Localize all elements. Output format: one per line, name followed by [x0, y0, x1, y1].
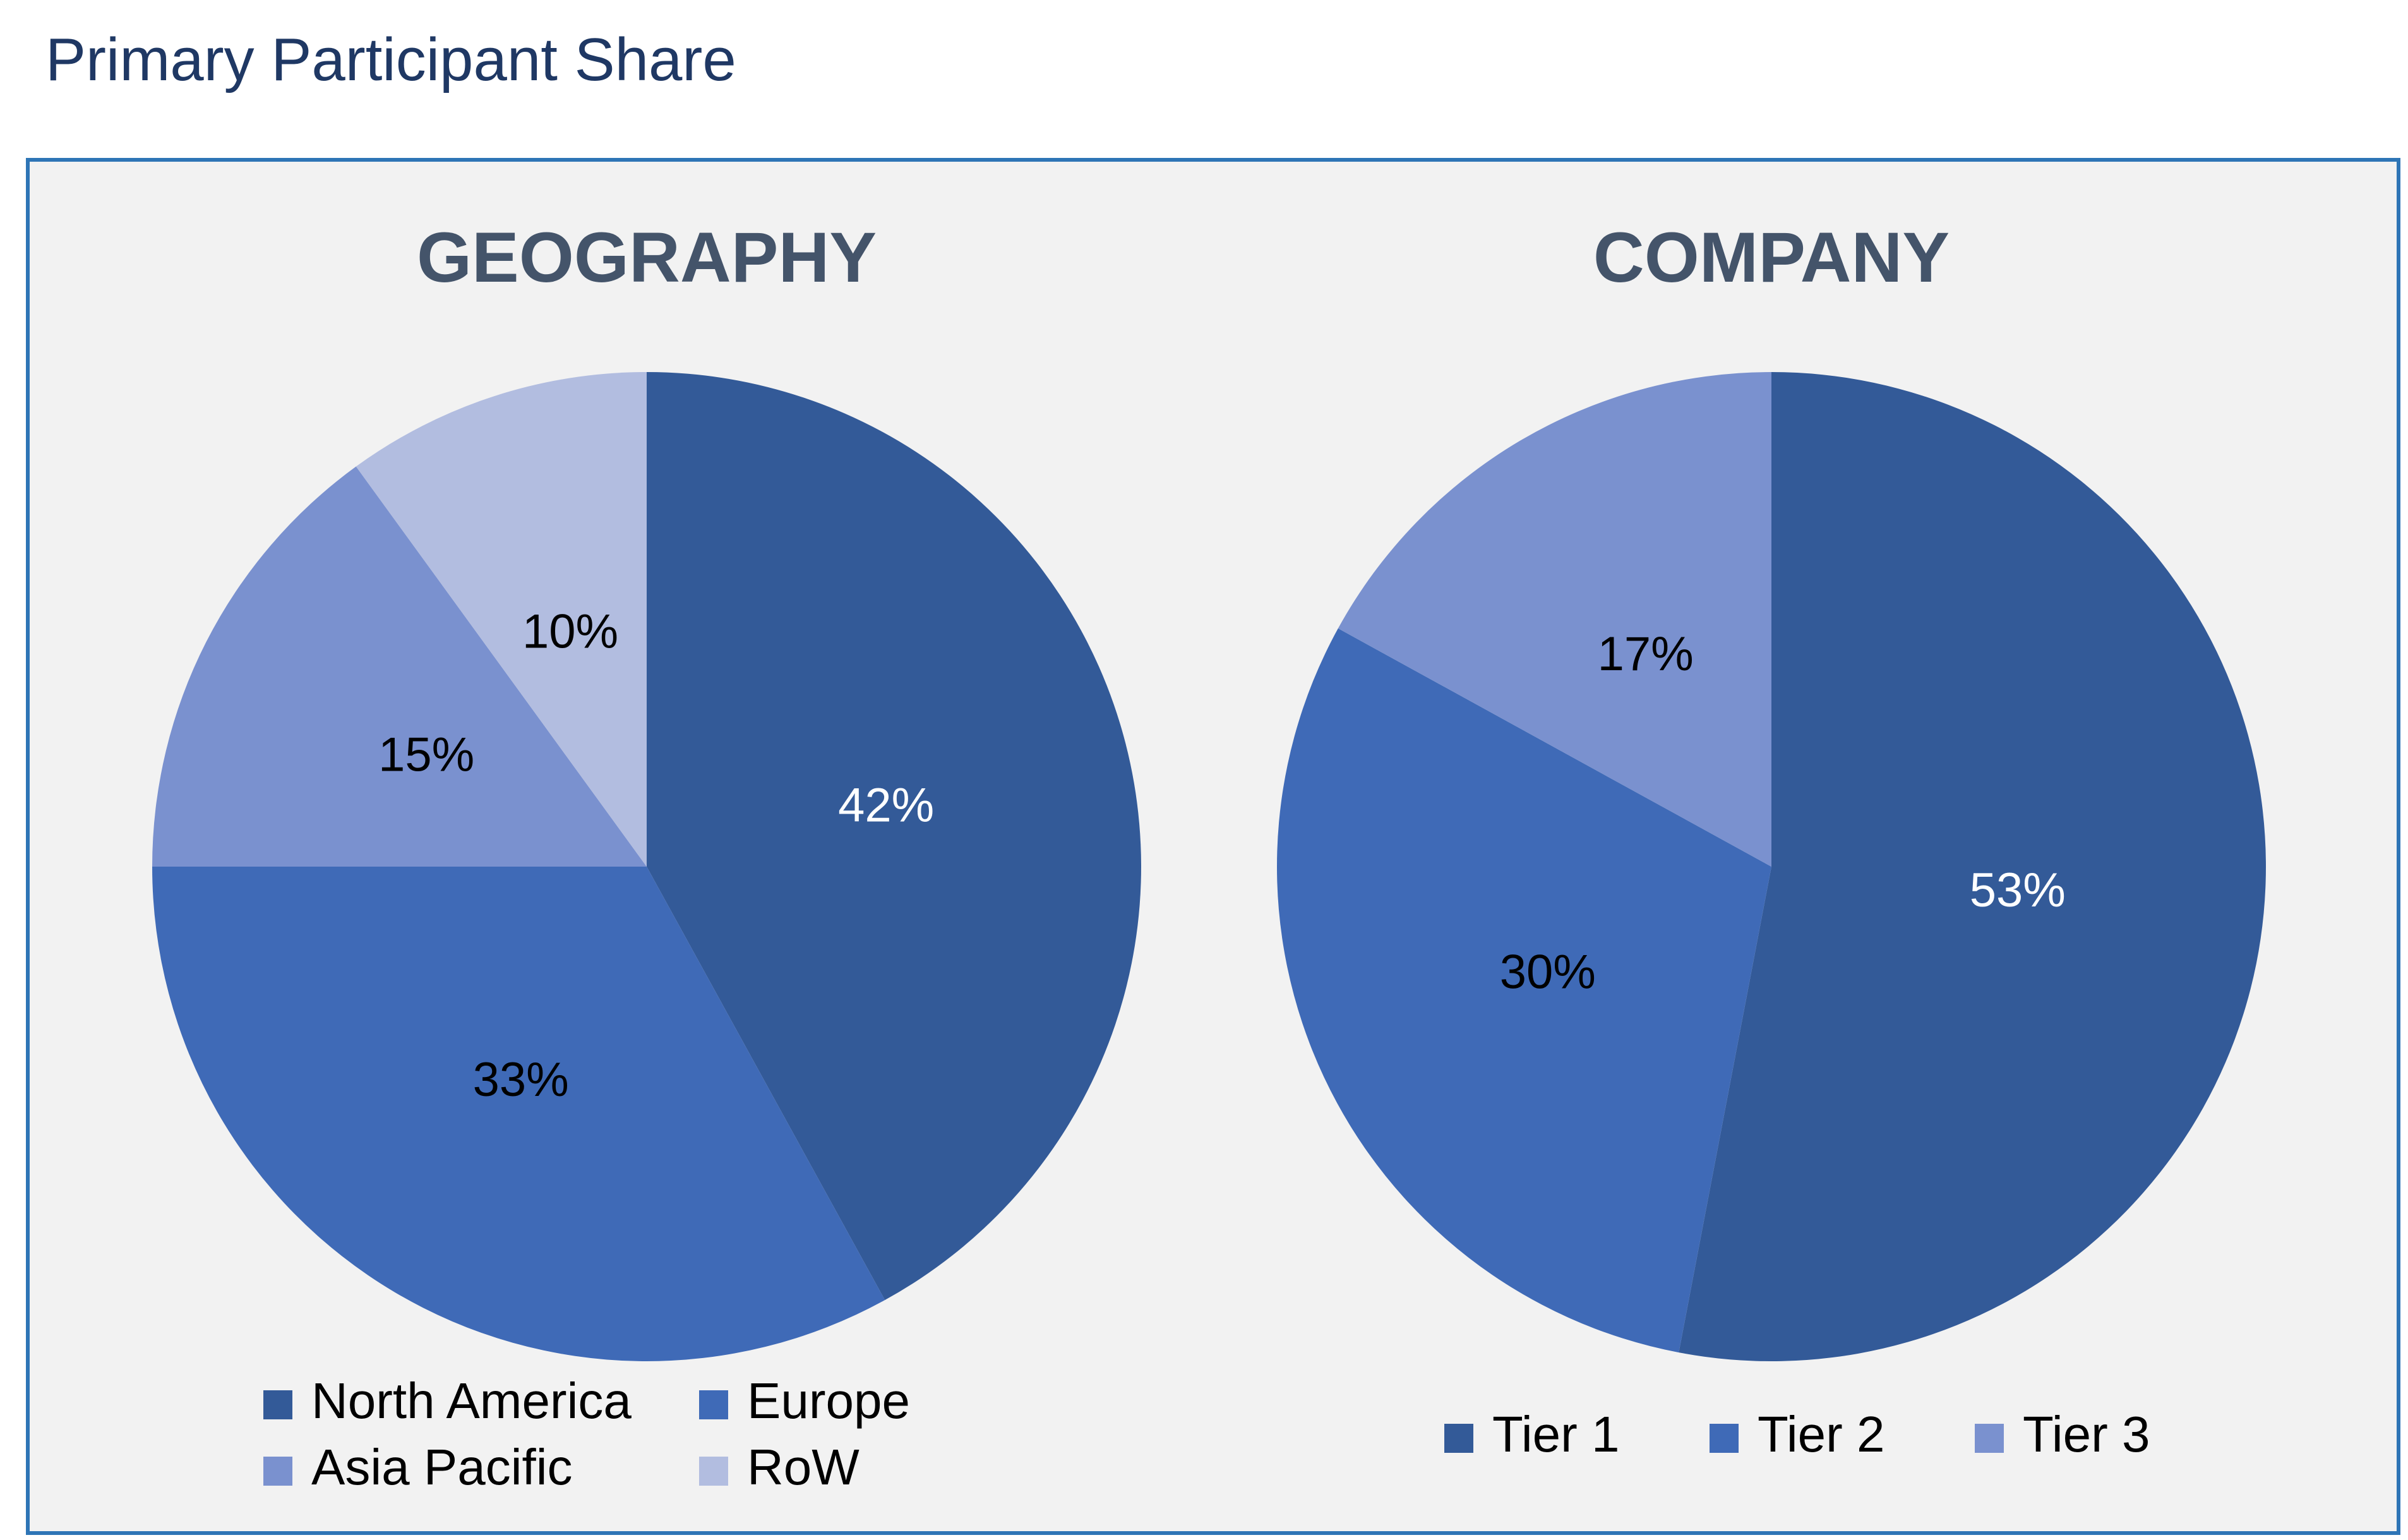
geography-legend-label-north-america: North America	[311, 1373, 632, 1429]
geography-legend-swatch-asia-pacific	[263, 1457, 292, 1486]
company-legend-label-tier-3: Tier 3	[2023, 1406, 2150, 1462]
geography-label-europe: 33%	[473, 1053, 569, 1107]
company-chart-title: COMPANY	[1593, 218, 1950, 297]
company-slice-tier-1	[1679, 372, 2267, 1361]
company-slice-tier-2	[1276, 628, 1771, 1353]
chart-panel: GEOGRAPHY 42% 33% 15% 10% North America Europe…	[26, 158, 2400, 1535]
geography-slice-north-america	[647, 372, 1141, 1301]
company-legend-swatch-tier-1	[1444, 1424, 1473, 1453]
geography-legend-label-europe: Europe	[747, 1373, 910, 1429]
geography-chart-title: GEOGRAPHY	[417, 218, 877, 297]
company-legend-swatch-tier-2	[1710, 1424, 1739, 1453]
geography-slice-asia-pacific	[152, 466, 647, 867]
page-title: Primary Participant Share	[45, 26, 736, 93]
company-label-tier-3: 17%	[1598, 627, 1694, 681]
company-legend-label-tier-1: Tier 1	[1492, 1406, 1620, 1462]
charts-svg: GEOGRAPHY 42% 33% 15% 10% North America Europe…	[152, 218, 2267, 1495]
geography-legend-swatch-north-america	[263, 1390, 292, 1419]
geography-legend-label-asia-pacific: Asia Pacific	[311, 1439, 572, 1495]
geography-label-north-america: 42%	[838, 779, 934, 833]
company-label-tier-2: 30%	[1500, 946, 1596, 999]
geography-legend-label-row: RoW	[747, 1439, 860, 1495]
company-slice-tier-3	[1338, 372, 1771, 867]
company-label-tier-1: 53%	[1970, 863, 2066, 917]
geography-legend-swatch-row	[699, 1457, 728, 1486]
geography-legend-swatch-europe	[699, 1390, 728, 1419]
geography-slice-row	[356, 372, 647, 867]
geography-label-row: 10%	[522, 605, 618, 659]
geography-slice-europe	[152, 867, 885, 1361]
company-legend-swatch-tier-3	[1975, 1424, 2004, 1453]
company-legend-label-tier-2: Tier 2	[1758, 1406, 1885, 1462]
geography-label-asia-pacific: 15%	[378, 728, 474, 781]
